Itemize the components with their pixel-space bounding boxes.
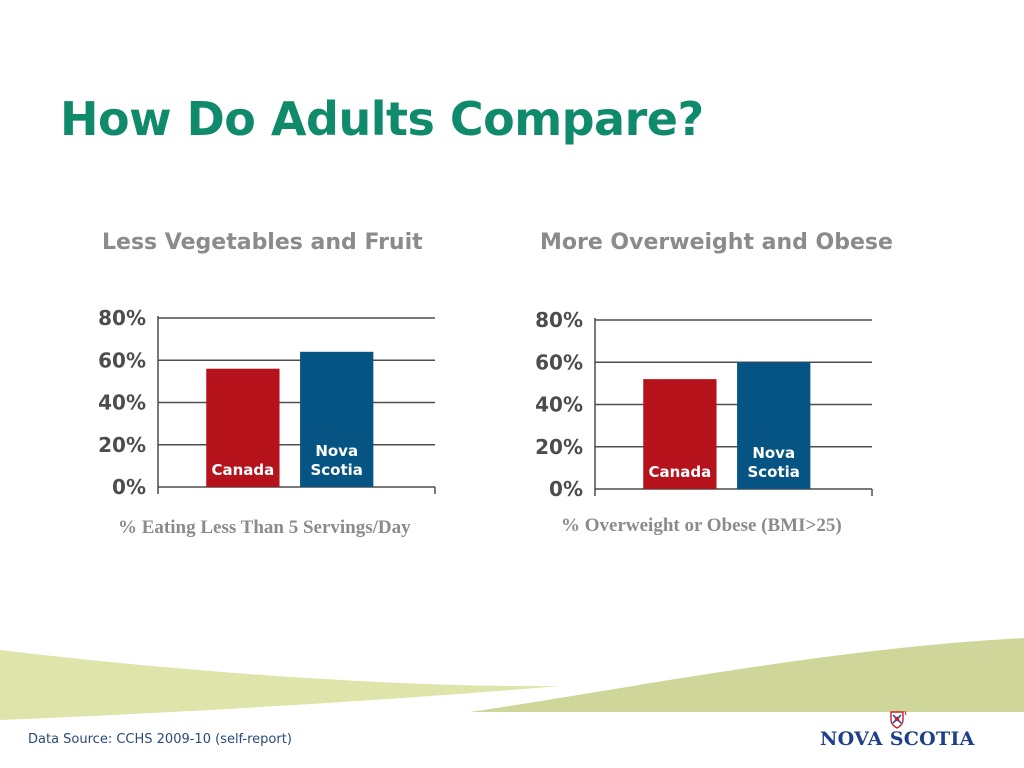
y-tick-label: 60% xyxy=(98,348,146,372)
decorative-swoosh xyxy=(0,638,1024,720)
nova-scotia-logo: NOVA SCOTIA xyxy=(820,706,980,754)
bar-label-canada: Canada xyxy=(211,461,274,479)
bar-canada xyxy=(643,379,717,489)
slide-title: How Do Adults Compare? xyxy=(60,92,704,146)
chart-vegetables-title: Less Vegetables and Fruit xyxy=(102,230,423,255)
chart-overweight-title: More Overweight and Obese xyxy=(540,230,893,255)
flag-icon xyxy=(890,710,907,729)
chart-overweight-xlabel: % Overweight or Obese (BMI>25) xyxy=(561,515,842,536)
data-source-footer: Data Source: CCHS 2009-10 (self-report) xyxy=(28,732,292,747)
chart-vegetables-xlabel: % Eating Less Than 5 Servings/Day xyxy=(118,517,411,538)
y-tick-label: 20% xyxy=(535,435,583,459)
y-tick-label: 60% xyxy=(535,350,583,374)
bar-canada xyxy=(206,368,280,487)
logo-wordmark: NOVA SCOTIA xyxy=(820,728,975,750)
y-tick-label: 80% xyxy=(98,306,146,330)
bar-label-nova-scotia: Scotia xyxy=(310,461,362,479)
y-tick-label: 80% xyxy=(535,308,583,332)
bar-nova-scotia xyxy=(737,362,811,489)
y-tick-label: 0% xyxy=(549,477,583,501)
bar-label-nova-scotia: Nova xyxy=(315,442,358,460)
bar-label-nova-scotia: Scotia xyxy=(747,463,799,481)
y-tick-label: 0% xyxy=(112,475,146,499)
y-tick-label: 40% xyxy=(98,391,146,415)
y-tick-label: 20% xyxy=(98,433,146,457)
bar-label-canada: Canada xyxy=(648,463,711,481)
y-tick-label: 40% xyxy=(535,393,583,417)
bar-nova-scotia xyxy=(300,351,374,487)
bar-label-nova-scotia: Nova xyxy=(752,444,795,462)
